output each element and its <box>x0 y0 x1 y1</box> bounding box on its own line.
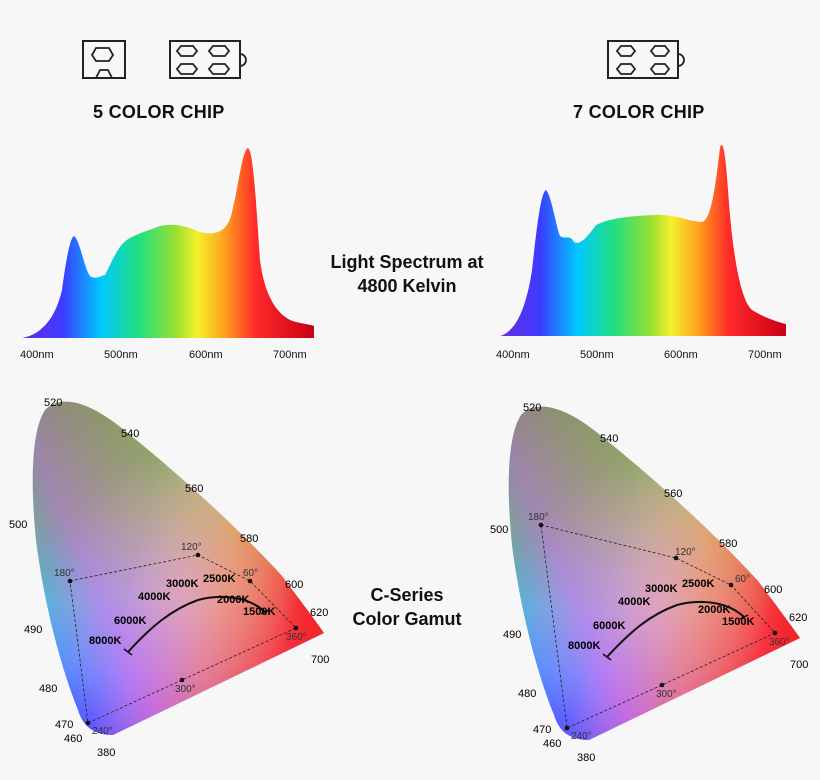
gamut-left-wl-500: 500 <box>9 519 27 531</box>
gamut-right-wl-540: 540 <box>600 433 618 445</box>
spectrum-left-tick-2: 500nm <box>104 349 138 361</box>
gamut-right-hue-360: 360° <box>769 637 790 648</box>
chip-icon-quad <box>169 40 247 79</box>
gamut-right-cct-2500: 2500K <box>682 578 714 590</box>
spectrum-left-tick-3: 600nm <box>189 349 223 361</box>
gamut-right-wl-520: 520 <box>523 402 541 414</box>
gamut-right-cct-3000: 3000K <box>645 583 677 595</box>
gamut-left-wl-520: 520 <box>44 397 62 409</box>
gamut-right-cct-6000: 6000K <box>593 620 625 632</box>
gamut-right-hue-180: 180° <box>528 512 549 523</box>
gamut-right-wl-620: 620 <box>789 612 807 624</box>
gamut-right-cct-1500: 1500K <box>722 616 754 628</box>
gamut-right: 520 540 560 580 600 620 700 500 490 480 … <box>490 402 808 764</box>
spectrum-left-tick-1: 400nm <box>20 349 54 361</box>
gamut-left-cct-1500: 1500K <box>243 606 275 618</box>
gamut-right-wl-380: 380 <box>577 752 595 764</box>
gamut-right-wl-700: 700 <box>790 659 808 671</box>
gamut-left-cct-2500: 2500K <box>203 573 235 585</box>
spectrum-right-tick-2: 500nm <box>580 349 614 361</box>
gamut-left-wl-480: 480 <box>39 683 57 695</box>
spectrum-right-tick-1: 400nm <box>496 349 530 361</box>
gamut-right-wl-490: 490 <box>503 629 521 641</box>
gamut-right-hue-120: 120° <box>675 547 696 558</box>
gamut-left-cct-2000: 2000K <box>217 594 249 606</box>
gamut-left-wl-620: 620 <box>310 607 328 619</box>
gamut-left-wl-600: 600 <box>285 579 303 591</box>
gamut-left-hue-60: 60° <box>243 568 258 579</box>
gamut-diagrams: 520 540 560 580 600 620 700 500 490 480 … <box>9 397 808 764</box>
chip-icon-single <box>82 40 126 79</box>
gamut-right-cct-8000: 8000K <box>568 640 600 652</box>
gamut-left-hue-360: 360° <box>286 632 307 643</box>
gamut-left-wl-490: 490 <box>24 624 42 636</box>
gamut-right-cct-4000: 4000K <box>618 596 650 608</box>
gamut-left-cct-4000: 4000K <box>138 591 170 603</box>
gamut-right-wl-500: 500 <box>490 524 508 536</box>
gamut-left-hue-120: 120° <box>181 542 202 553</box>
gamut-title-line2: Color Gamut <box>352 609 462 629</box>
spectrum-title-line1: Light Spectrum at <box>330 252 484 272</box>
gamut-left-planckian <box>127 595 266 653</box>
gamut-right-hue-60: 60° <box>735 574 750 585</box>
gamut-left-wl-560: 560 <box>185 483 203 495</box>
gamut-right-wl-470: 470 <box>533 724 551 736</box>
spectrum-right <box>500 144 786 336</box>
gamut-right-planckian <box>606 600 745 658</box>
gamut-title-line1: C-Series <box>370 585 444 605</box>
gamut-title: C-Series Color Gamut <box>307 583 507 631</box>
gamut-left-cct-8000: 8000K <box>89 635 121 647</box>
spectrum-left-tick-4: 700nm <box>273 349 307 361</box>
spectrum-charts <box>22 144 786 338</box>
gamut-left: 520 540 560 580 600 620 700 500 490 480 … <box>9 397 329 759</box>
spectrum-title: Light Spectrum at 4800 Kelvin <box>307 250 507 298</box>
spectrum-left <box>22 148 314 338</box>
gamut-right-cct-2000: 2000K <box>698 604 730 616</box>
gamut-right-wl-560: 560 <box>664 488 682 500</box>
gamut-right-hue-300: 300° <box>656 689 677 700</box>
chip-title-right: 7 COLOR CHIP <box>573 102 705 122</box>
gamut-left-cct-6000: 6000K <box>114 615 146 627</box>
gamut-left-wl-700: 700 <box>311 654 329 666</box>
spectrum-right-tick-3: 600nm <box>664 349 698 361</box>
spectrum-right-tick-4: 700nm <box>748 349 782 361</box>
gamut-left-wl-470: 470 <box>55 719 73 731</box>
chip-title-left: 5 COLOR CHIP <box>93 102 225 122</box>
gamut-left-cct-3000: 3000K <box>166 578 198 590</box>
gamut-left-wl-540: 540 <box>121 428 139 440</box>
spectrum-title-line2: 4800 Kelvin <box>357 276 457 296</box>
gamut-left-wl-380: 380 <box>97 747 115 759</box>
gamut-right-wl-600: 600 <box>764 584 782 596</box>
gamut-left-wl-580: 580 <box>240 533 258 545</box>
gamut-right-wl-460: 460 <box>543 738 561 750</box>
gamut-right-hue-240: 240° <box>571 731 592 742</box>
gamut-left-hue-180: 180° <box>54 568 75 579</box>
gamut-right-wl-480: 480 <box>518 688 536 700</box>
gamut-right-wl-580: 580 <box>719 538 737 550</box>
gamut-left-hue-300: 300° <box>175 684 196 695</box>
chip-icon-quad-right <box>607 40 685 79</box>
gamut-left-wl-460: 460 <box>64 733 82 745</box>
gamut-left-hue-240: 240° <box>92 726 113 737</box>
